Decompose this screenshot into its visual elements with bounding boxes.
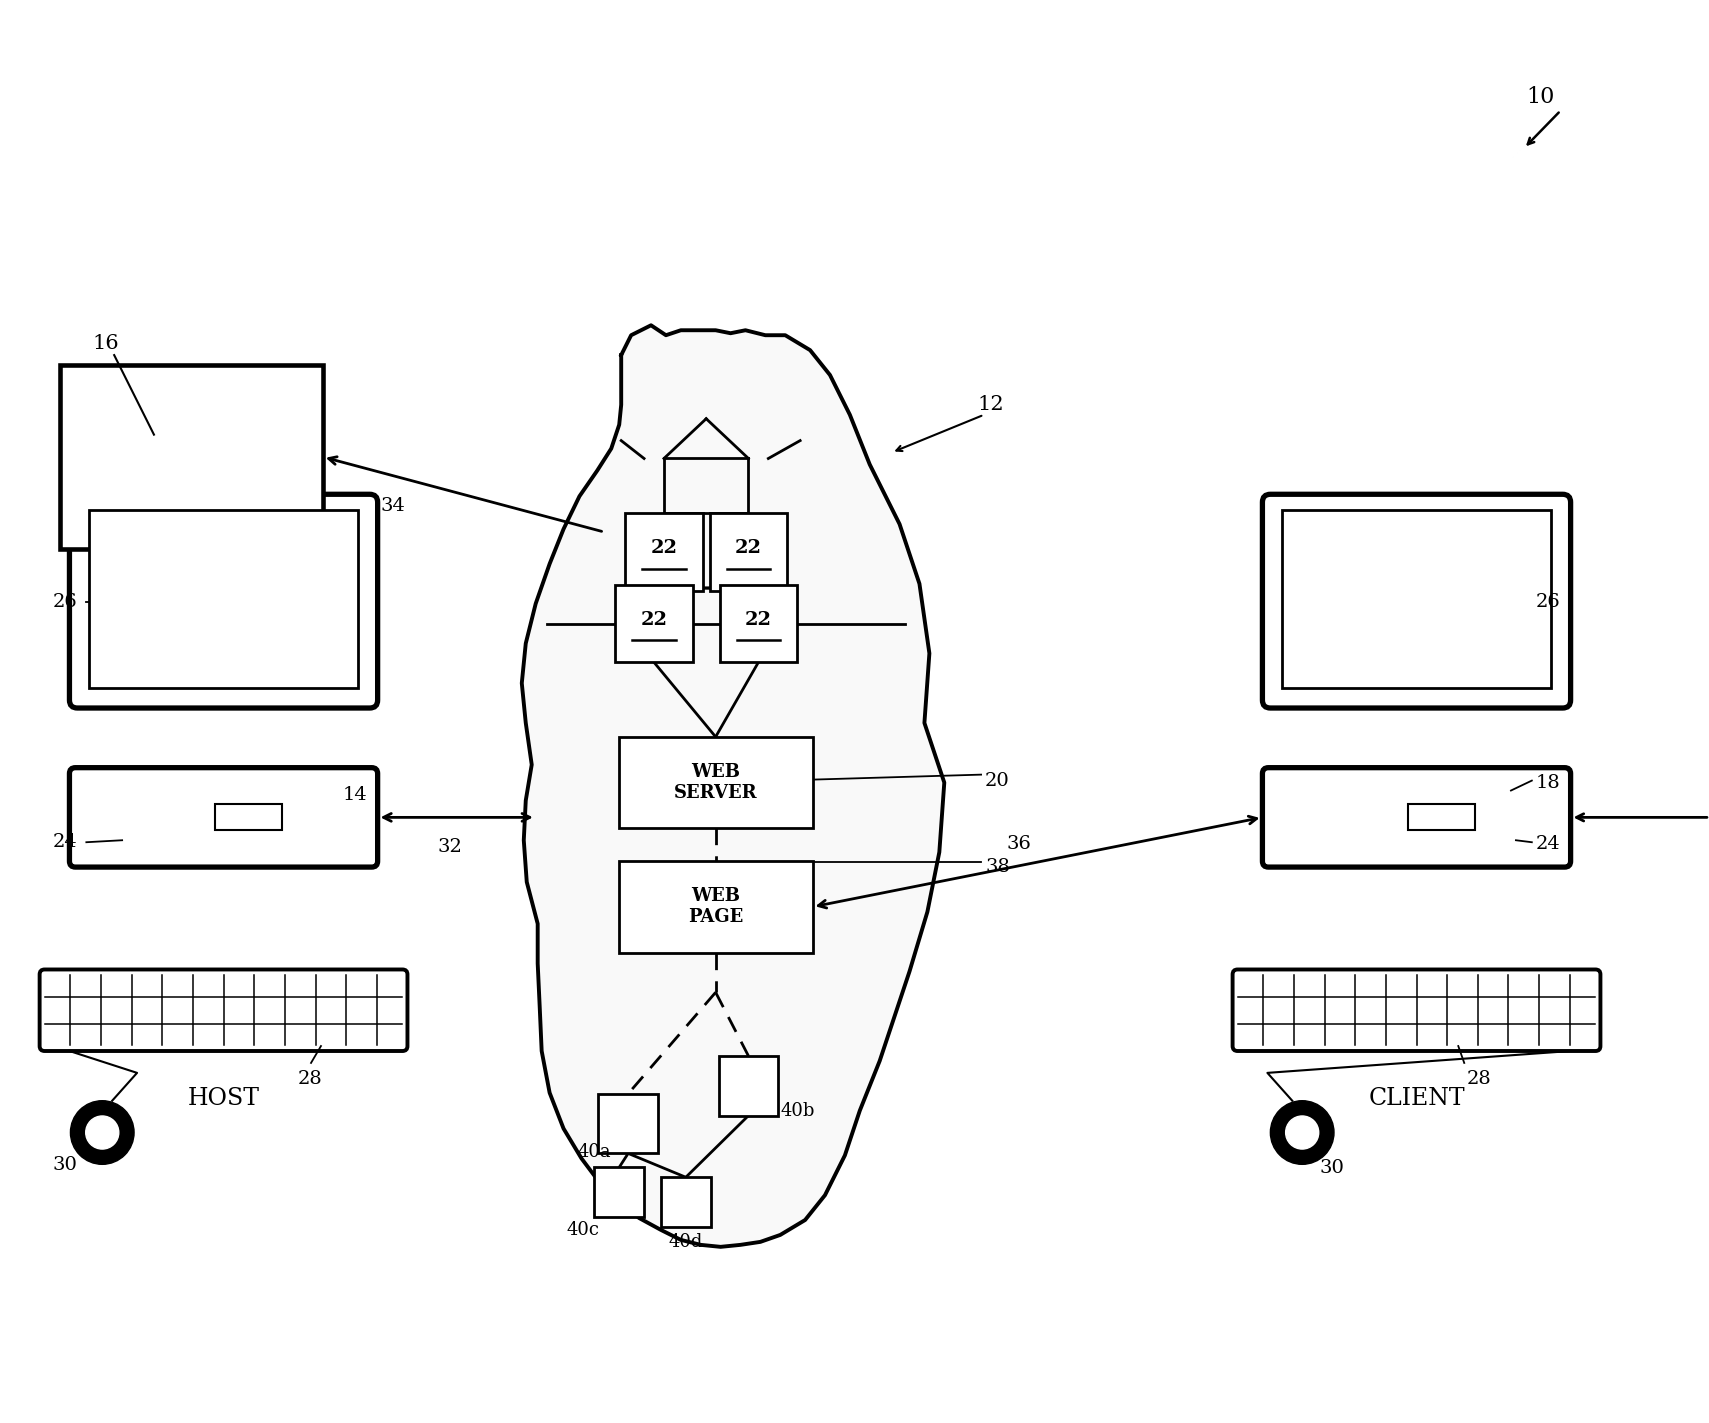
Text: WEB
PAGE: WEB PAGE [689, 888, 743, 926]
Bar [619, 861, 812, 952]
Text: 40d: 40d [668, 1232, 704, 1251]
Circle shape [1270, 1101, 1335, 1164]
Text: 30: 30 [1319, 1160, 1343, 1177]
Text: 12: 12 [978, 396, 1003, 414]
Bar [718, 1056, 778, 1116]
Circle shape [70, 1101, 133, 1164]
Text: 32: 32 [438, 838, 461, 857]
Text: 36: 36 [1007, 835, 1032, 854]
FancyBboxPatch shape [1263, 494, 1571, 709]
Bar [1282, 511, 1550, 689]
Bar [89, 511, 357, 689]
Text: 40b: 40b [781, 1101, 815, 1120]
Text: WEB
SERVER: WEB SERVER [673, 763, 757, 803]
Bar [709, 514, 788, 591]
Text: 22: 22 [735, 539, 762, 556]
Bar [215, 804, 282, 830]
Bar [615, 585, 692, 662]
Polygon shape [521, 326, 945, 1247]
Bar [625, 514, 702, 591]
Text: HOST: HOST [188, 1087, 260, 1110]
Text: 26: 26 [53, 592, 77, 610]
Text: 28: 28 [297, 1070, 323, 1087]
Text: 40c: 40c [566, 1221, 600, 1239]
Text: 34: 34 [381, 497, 405, 515]
Text: 26: 26 [1536, 592, 1560, 610]
Text: 16: 16 [92, 333, 120, 353]
Text: 22: 22 [641, 610, 668, 629]
Text: CLIENT: CLIENT [1369, 1087, 1465, 1110]
Text: 14: 14 [344, 785, 367, 804]
Text: 22: 22 [651, 539, 677, 556]
FancyBboxPatch shape [1232, 969, 1600, 1052]
Text: 30: 30 [53, 1157, 77, 1174]
Bar [661, 1177, 711, 1227]
Text: 38: 38 [984, 858, 1010, 877]
Bar [619, 737, 812, 828]
Circle shape [85, 1116, 120, 1148]
Bar [60, 366, 323, 549]
Text: 22: 22 [745, 610, 772, 629]
Bar [1408, 804, 1475, 830]
Bar [595, 1167, 644, 1217]
Text: 20: 20 [984, 771, 1010, 790]
Text: 24: 24 [53, 834, 77, 851]
Bar [598, 1094, 658, 1154]
FancyBboxPatch shape [70, 494, 378, 709]
FancyBboxPatch shape [1263, 767, 1571, 867]
Text: 40a: 40a [578, 1144, 612, 1161]
Circle shape [1285, 1116, 1319, 1148]
Text: 24: 24 [1536, 835, 1560, 854]
Text: 10: 10 [1526, 85, 1553, 108]
FancyBboxPatch shape [70, 767, 378, 867]
Bar [719, 585, 796, 662]
FancyBboxPatch shape [39, 969, 407, 1052]
Text: 18: 18 [1536, 774, 1560, 791]
Text: 28: 28 [1466, 1070, 1490, 1087]
